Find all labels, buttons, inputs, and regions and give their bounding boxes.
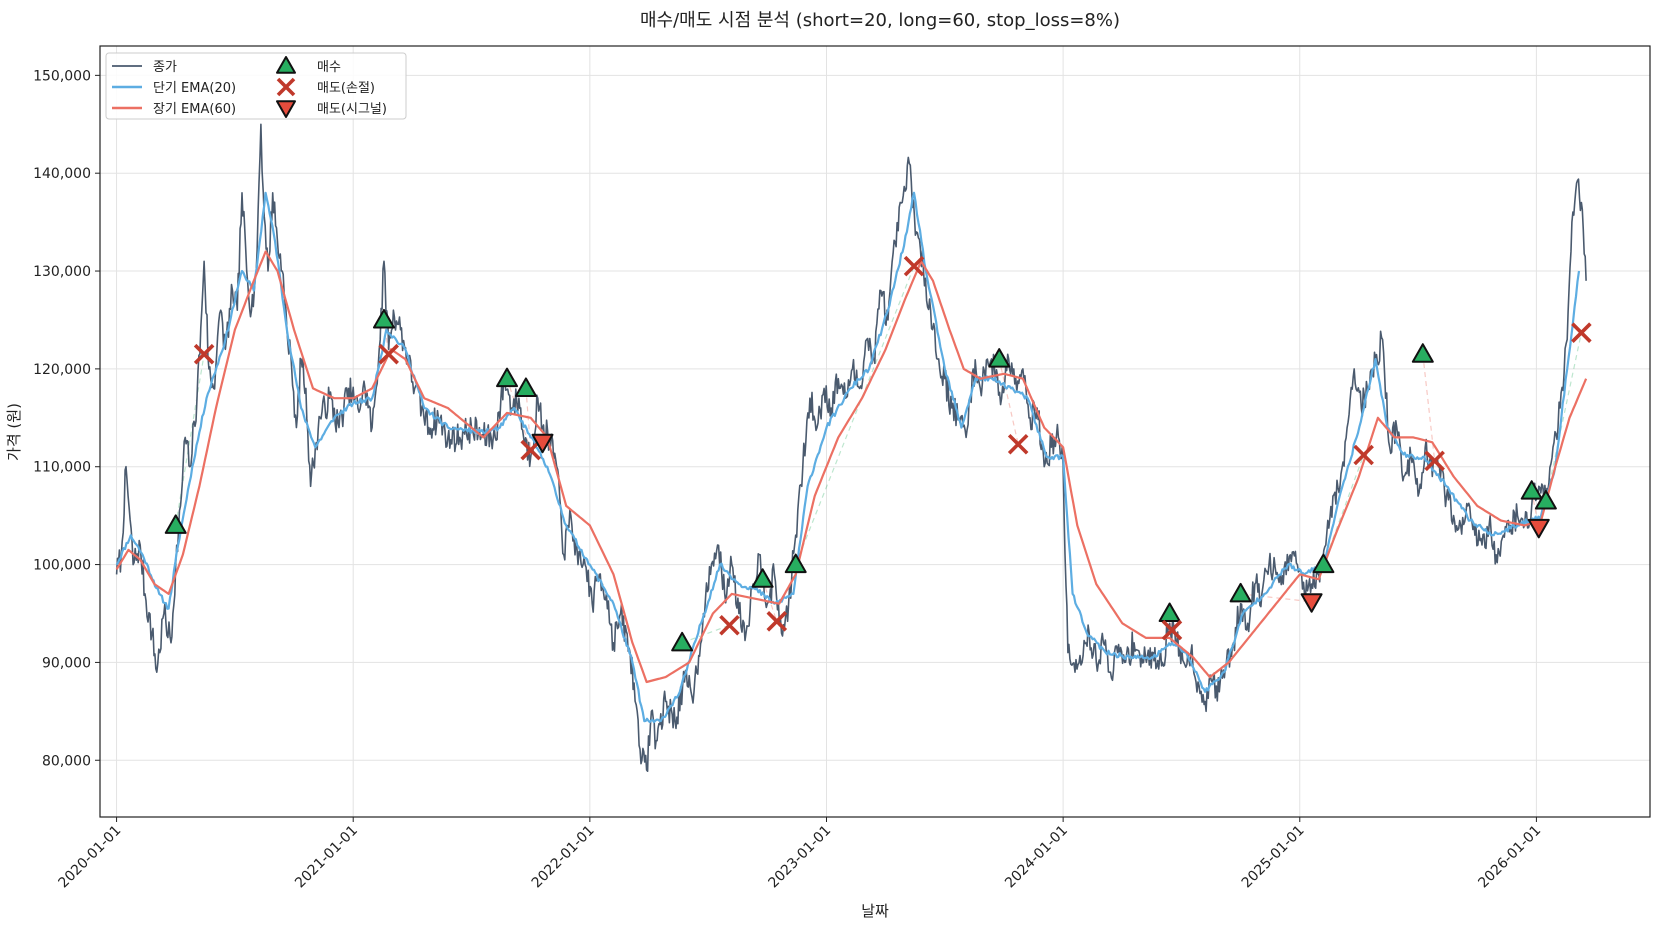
buy-marker: [164, 514, 187, 534]
stop-loss-cross-stroke: [1161, 619, 1183, 641]
y-tick-label: 150,000: [33, 68, 91, 84]
stop-loss-cross-stroke: [766, 611, 788, 632]
stop-loss-marker: [1424, 450, 1445, 472]
stop-loss-marker: [378, 343, 399, 365]
signal-sell-marker: [1527, 518, 1550, 539]
y-axis-title: 가격 (원): [5, 403, 23, 461]
buy-marker: [1534, 489, 1557, 510]
buy-marker: [514, 377, 537, 397]
x-axis-title: 날짜: [861, 902, 889, 920]
grid-horizontal: [100, 74, 1650, 761]
buy-marker: [1229, 582, 1252, 603]
stop-loss-cross-stroke: [378, 343, 399, 365]
stop-loss-cross-stroke: [1007, 433, 1029, 455]
trade-connector: [1545, 332, 1582, 502]
y-tick-label: 80,000: [42, 753, 91, 769]
ema-long-line: [115, 250, 1588, 684]
ema-short-line: [115, 191, 1581, 724]
y-tick-label: 130,000: [33, 264, 91, 280]
legend-label-signal_sell: 매도(시그널): [317, 102, 387, 117]
stop-loss-cross-stroke: [719, 614, 740, 636]
legend-label-close: 종가: [153, 60, 177, 75]
legend-handle-signal-sell: [276, 100, 296, 118]
buy-marker: [1312, 553, 1335, 574]
stop-loss-marker: [1161, 619, 1183, 641]
plot-frame: [99, 45, 1651, 818]
legend-label-ema_short: 단기 EMA(20): [153, 81, 236, 96]
chart-title: 매수/매도 시점 분석 (short=20, long=60, stop_los…: [640, 10, 1120, 31]
buy-marker: [1411, 343, 1434, 363]
buy-marker: [1158, 602, 1181, 622]
legend-handle-stop-loss: [276, 77, 296, 97]
buy-marker: [1520, 480, 1543, 500]
y-tick-label: 90,000: [42, 655, 91, 671]
signal-sell-marker: [531, 433, 554, 454]
stop-loss-marker: [719, 614, 740, 636]
trade-connector: [175, 354, 205, 526]
buy-marker: [671, 631, 694, 652]
stop-loss-marker: [520, 439, 541, 461]
buy-marker: [496, 367, 519, 388]
stop-loss-marker: [766, 611, 788, 632]
trade-connector: [525, 388, 532, 451]
stop-loss-cross-stroke: [1571, 322, 1592, 343]
y-axis: 80,000 90,000 100,000 110,000 120,000 130,000…: [33, 68, 100, 769]
legend-label-stop_loss: 매도(손절): [317, 81, 375, 96]
stop-loss-cross-stroke: [276, 77, 296, 97]
stop-loss-cross-stroke: [903, 255, 925, 277]
legend-handle-buy: [276, 56, 296, 74]
stop-loss-marker: [1571, 322, 1592, 343]
stop-loss-marker: [1007, 433, 1029, 455]
y-tick-label: 120,000: [33, 362, 91, 378]
buy-marker: [751, 568, 774, 588]
buy-marker: [372, 308, 395, 329]
stop-loss-marker: [903, 255, 925, 277]
stop-loss-cross-stroke: [520, 439, 541, 461]
stop-loss-cross-stroke: [1424, 450, 1445, 472]
y-tick-label: 100,000: [33, 558, 91, 574]
buy-marker: [988, 348, 1011, 368]
stop-loss-cross-stroke: [193, 343, 215, 365]
legend-label-ema_long: 장기 EMA(60): [153, 102, 236, 117]
legend-label-buy: 매수: [317, 60, 341, 75]
y-tick-label: 140,000: [33, 166, 91, 182]
y-tick-label: 110,000: [33, 460, 91, 476]
buy-marker: [784, 553, 807, 574]
stop-loss-marker: [1353, 444, 1374, 466]
stop-loss-cross-stroke: [1353, 444, 1374, 466]
stop-loss-marker: [193, 343, 215, 365]
plot-area: [115, 123, 1592, 772]
trade-connector: [998, 358, 1019, 445]
signal-sell-marker: [1300, 593, 1323, 613]
grid-vertical: [116, 46, 1537, 817]
legend-box: [105, 52, 407, 120]
